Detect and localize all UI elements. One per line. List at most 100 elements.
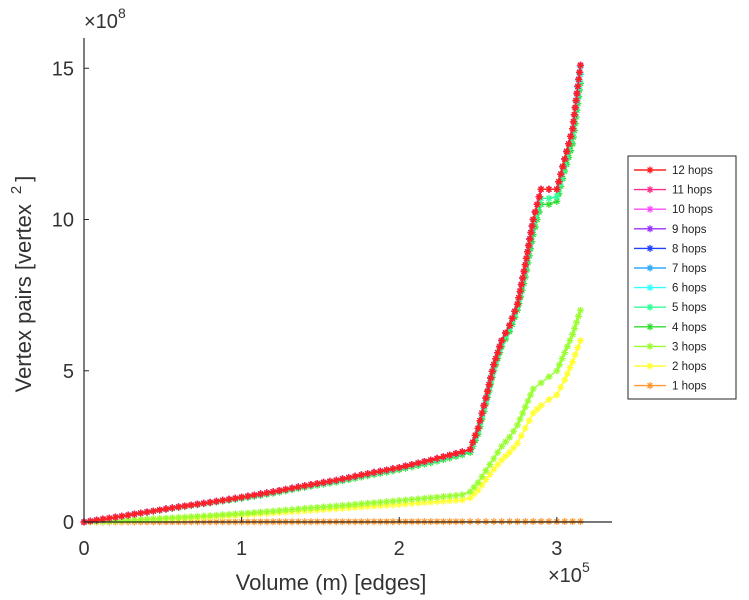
series-marker	[357, 500, 365, 508]
series-marker	[420, 458, 428, 465]
series-marker	[519, 409, 527, 417]
y-tick-label: 0	[63, 512, 74, 534]
y-tick-label: 10	[52, 210, 74, 232]
series-marker	[231, 510, 239, 518]
series-marker	[238, 510, 246, 518]
series-marker	[569, 330, 577, 338]
series-marker	[250, 509, 258, 517]
series-marker	[521, 424, 529, 432]
series-marker	[545, 194, 553, 202]
series-marker	[338, 501, 346, 509]
series-marker	[383, 466, 391, 474]
legend-item: 12 hops	[634, 165, 713, 177]
series-marker	[187, 501, 195, 509]
series-marker	[474, 424, 482, 432]
series-marker	[483, 387, 491, 395]
series-marker	[573, 89, 581, 97]
x-multiplier: ×105	[548, 559, 590, 587]
series-marker	[478, 409, 486, 417]
series-marker	[576, 61, 584, 69]
series-marker	[555, 178, 563, 186]
series-marker	[474, 479, 482, 487]
series-marker	[402, 462, 410, 470]
series-marker	[545, 395, 553, 403]
series-marker	[275, 487, 283, 495]
series-marker	[219, 511, 227, 519]
series-marker	[513, 421, 521, 429]
legend-label: 9 hops	[672, 224, 707, 236]
series-marker	[124, 516, 132, 524]
series-marker	[556, 180, 564, 188]
series-marker	[545, 373, 553, 381]
series-marker	[476, 417, 484, 425]
series-marker	[238, 493, 246, 501]
series-marker	[513, 300, 521, 308]
series-marker	[553, 185, 561, 193]
series-marker	[414, 459, 422, 467]
series-marker	[567, 132, 575, 140]
series-marker	[470, 483, 478, 491]
series-marker	[529, 385, 537, 393]
series-marker	[439, 493, 447, 501]
series-marker	[494, 461, 502, 469]
series-marker	[320, 478, 328, 486]
series-marker	[571, 324, 579, 332]
series-marker	[231, 494, 239, 502]
series-marker	[569, 118, 577, 126]
series-marker	[502, 438, 510, 446]
legend: 12 hops 11 hops 10 hops 9 hops 8 hops 7 hops 6…	[627, 155, 737, 400]
series-marker	[345, 501, 353, 509]
plot-series-group	[80, 61, 584, 526]
series-marker	[545, 200, 553, 208]
series-marker	[646, 166, 654, 174]
series-3-hops	[80, 306, 584, 526]
series-marker	[105, 514, 113, 522]
series-marker	[569, 358, 577, 366]
series-marker	[569, 133, 577, 141]
series-marker	[531, 215, 539, 223]
series-marker	[93, 516, 101, 524]
series-marker	[212, 497, 220, 505]
y-tick-label: 5	[63, 361, 74, 383]
series-marker	[137, 516, 145, 524]
legend-item: 5 hops	[634, 302, 707, 314]
y-axis-label: Vertex pairs [vertex2]	[8, 176, 36, 393]
legend-item: 6 hops	[634, 283, 707, 295]
series-marker	[557, 383, 565, 391]
series-marker	[553, 391, 561, 399]
series-marker	[537, 200, 545, 208]
series-marker	[149, 507, 157, 515]
legend-label: 6 hops	[672, 283, 707, 295]
series-marker	[470, 490, 478, 498]
series-marker	[414, 495, 422, 503]
series-marker	[559, 163, 567, 171]
series-marker	[498, 337, 506, 344]
series-marker	[576, 68, 584, 76]
series-marker	[439, 453, 447, 461]
series-marker	[181, 502, 189, 510]
series-marker	[506, 433, 514, 441]
series-marker	[480, 402, 488, 410]
legend-item: 11 hops	[634, 185, 712, 197]
series-marker	[206, 512, 214, 520]
series-marker	[646, 362, 654, 370]
series-marker	[458, 496, 466, 504]
series-4-hops	[80, 79, 584, 526]
series-marker	[646, 284, 654, 292]
series-marker	[263, 489, 271, 497]
legend-box	[627, 155, 737, 400]
series-marker	[376, 498, 384, 506]
series-marker	[162, 505, 170, 513]
series-marker	[646, 382, 654, 390]
series-marker	[433, 498, 441, 506]
series-marker	[408, 499, 416, 507]
series-marker	[490, 361, 498, 369]
series-marker	[181, 513, 189, 521]
series-marker	[576, 306, 584, 314]
series-marker	[561, 376, 569, 384]
series-marker	[506, 321, 514, 329]
series-marker	[244, 509, 252, 517]
legend-label: 4 hops	[672, 322, 707, 334]
series-marker	[533, 405, 541, 413]
